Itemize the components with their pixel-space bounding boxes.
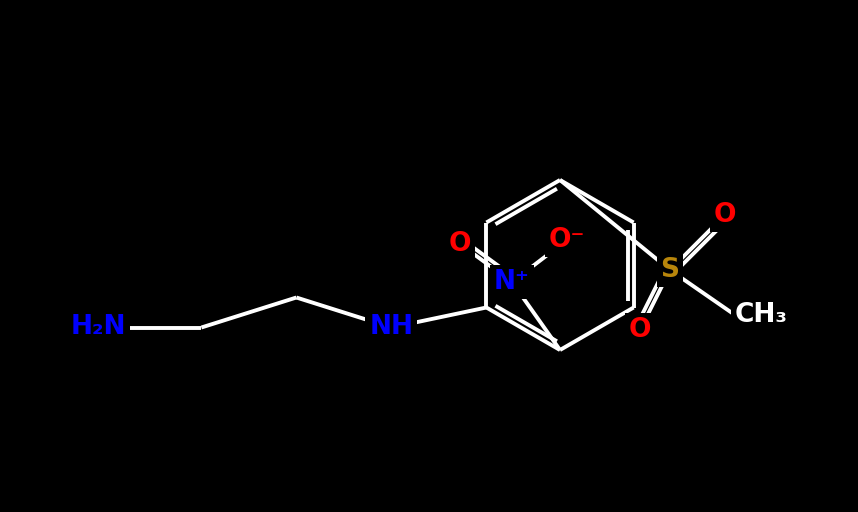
Text: O⁻: O⁻ bbox=[549, 227, 585, 253]
Text: N⁺: N⁺ bbox=[494, 269, 530, 295]
Text: CH₃: CH₃ bbox=[735, 302, 788, 328]
Text: S: S bbox=[661, 257, 680, 283]
Text: H₂N: H₂N bbox=[71, 314, 126, 340]
Text: NH: NH bbox=[370, 314, 414, 340]
Text: O: O bbox=[449, 231, 471, 257]
Text: O: O bbox=[629, 317, 651, 343]
Text: O: O bbox=[714, 202, 736, 228]
